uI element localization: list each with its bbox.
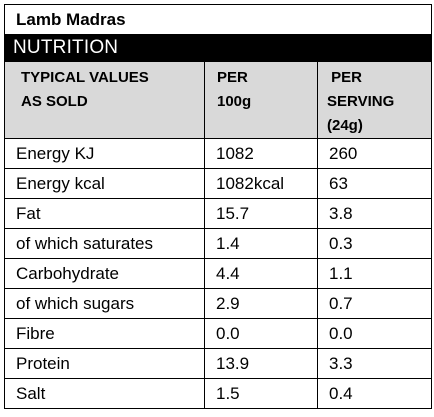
nutrient-name: Energy KJ: [4, 138, 205, 169]
value-per-serving: 0.0: [317, 318, 432, 349]
nutrition-label: Lamb Madras NUTRITION TYPICAL VALUES AS …: [4, 4, 432, 409]
value-per-100g: 2.9: [204, 288, 318, 319]
nutrition-table: Lamb Madras NUTRITION TYPICAL VALUES AS …: [4, 4, 432, 409]
value-per-serving: 0.4: [317, 378, 432, 409]
table-row: Energy KJ 1082 260: [4, 138, 432, 169]
value-per-100g: 1.4: [204, 228, 318, 259]
value-per-100g: 4.4: [204, 258, 318, 289]
value-per-100g: 1082kcal: [204, 168, 318, 199]
value-per-serving: 1.1: [317, 258, 432, 289]
table-row: of which sugars 2.9 0.7: [4, 288, 432, 319]
header-serving-line2: SERVING: [327, 93, 395, 110]
value-per-100g: 1082: [204, 138, 318, 169]
table-row: Fat 15.7 3.8: [4, 198, 432, 229]
header-serving-line1: PER: [327, 69, 363, 86]
header-typical-line2: AS SOLD: [21, 93, 88, 110]
nutrient-name: of which sugars: [4, 288, 205, 319]
header-serving-line3: (24g): [327, 117, 363, 134]
value-per-serving: 63: [317, 168, 432, 199]
product-title: Lamb Madras: [4, 4, 432, 35]
value-per-serving: 0.3: [317, 228, 432, 259]
value-per-100g: 0.0: [204, 318, 318, 349]
header-per-serving: PER SERVING (24g): [317, 61, 432, 139]
nutrient-rows: Energy KJ 1082 260 Energy kcal 1082kcal …: [4, 138, 432, 409]
table-row: Protein 13.9 3.3: [4, 348, 432, 379]
value-per-serving: 260: [317, 138, 432, 169]
nutrient-name: Energy kcal: [4, 168, 205, 199]
nutrient-name: Protein: [4, 348, 205, 379]
table-row: of which saturates 1.4 0.3: [4, 228, 432, 259]
nutrient-name: Fat: [4, 198, 205, 229]
header-typical-line1: TYPICAL VALUES: [21, 69, 149, 86]
nutrient-name: Fibre: [4, 318, 205, 349]
nutrient-name: of which saturates: [4, 228, 205, 259]
section-banner: NUTRITION: [4, 34, 432, 62]
value-per-serving: 3.8: [317, 198, 432, 229]
table-row: Fibre 0.0 0.0: [4, 318, 432, 349]
table-row: Salt 1.5 0.4: [4, 378, 432, 409]
value-per-100g: 1.5: [204, 378, 318, 409]
value-per-100g: 13.9: [204, 348, 318, 379]
value-per-100g: 15.7: [204, 198, 318, 229]
header-typical-values: TYPICAL VALUES AS SOLD: [4, 61, 205, 139]
value-per-serving: 3.3: [317, 348, 432, 379]
header-per100-line1: PER: [217, 69, 248, 86]
header-row: TYPICAL VALUES AS SOLD PER 100g PER SERV…: [4, 61, 432, 139]
table-row: Carbohydrate 4.4 1.1: [4, 258, 432, 289]
header-per100-line2: 100g: [217, 93, 252, 110]
nutrient-name: Carbohydrate: [4, 258, 205, 289]
nutrient-name: Salt: [4, 378, 205, 409]
value-per-serving: 0.7: [317, 288, 432, 319]
header-per-100g: PER 100g: [204, 61, 318, 139]
table-row: Energy kcal 1082kcal 63: [4, 168, 432, 199]
